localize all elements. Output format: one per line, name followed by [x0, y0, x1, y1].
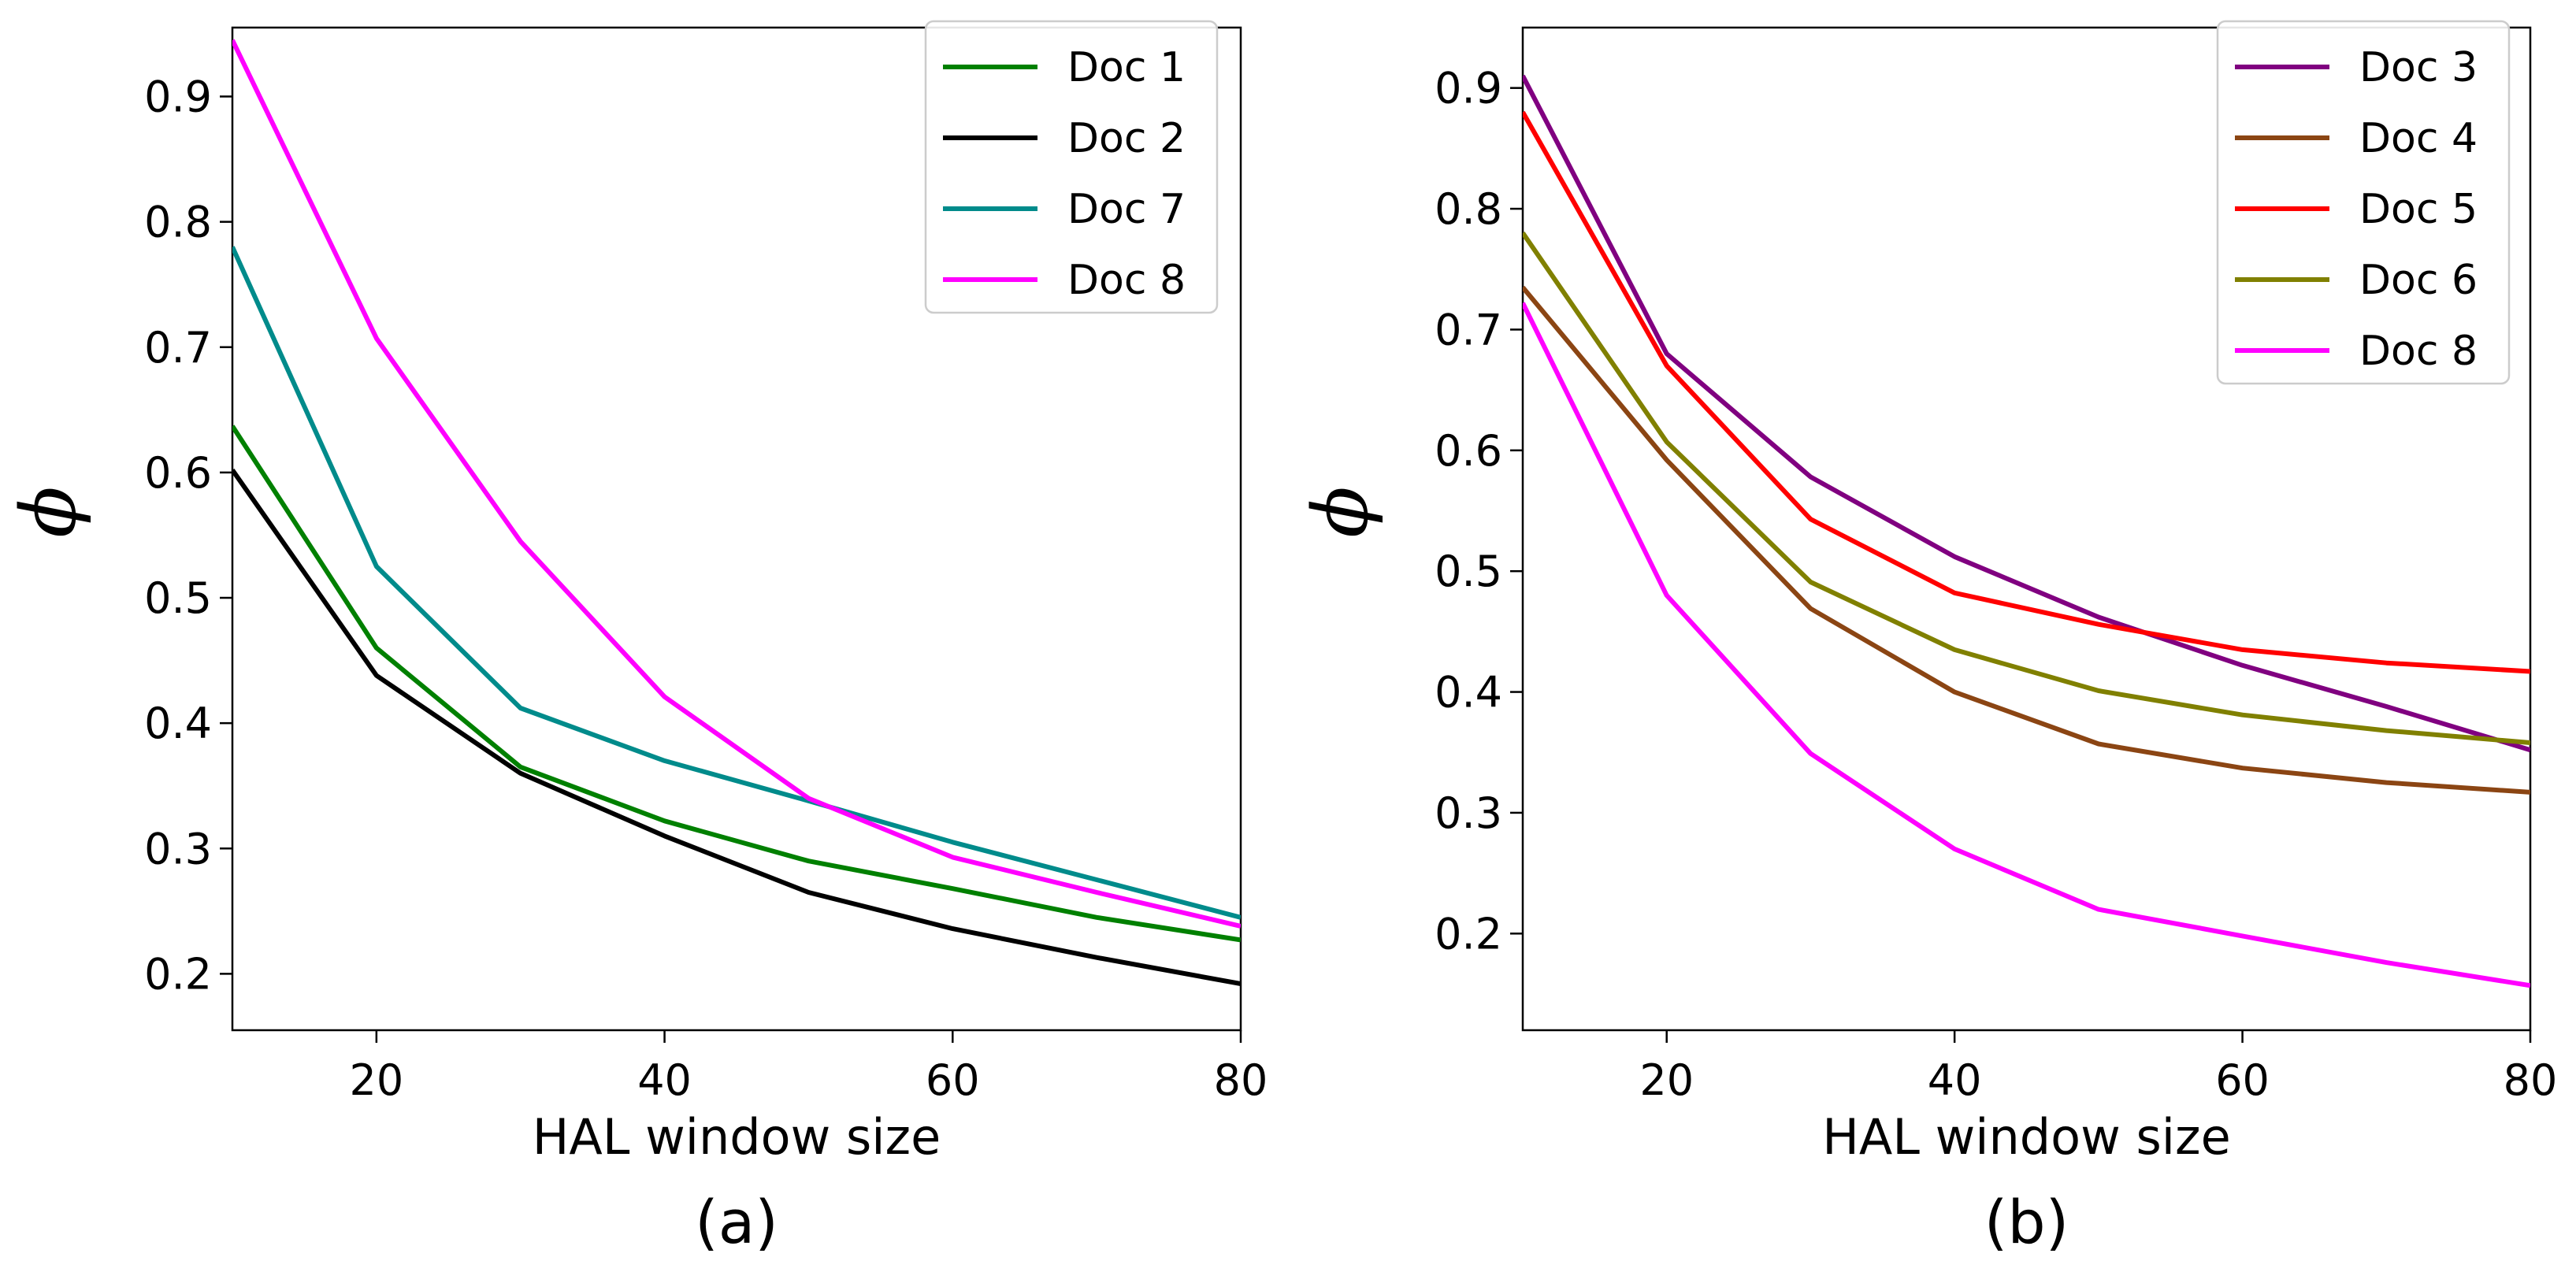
y-tick-label: 0.5 — [144, 573, 212, 623]
y-tick-label: 0.5 — [1435, 547, 1502, 596]
legend: Doc 1 Doc 2 Doc 7 Doc 8 — [924, 20, 1219, 314]
x-tick-label: 60 — [926, 1055, 980, 1105]
legend-label: Doc 7 — [1067, 186, 1186, 233]
y-tick-label: 0.6 — [144, 448, 212, 498]
y-tick-label: 0.2 — [1435, 909, 1502, 959]
y-axis-title: ϕ — [1297, 486, 1385, 537]
panel-caption: (a) — [695, 1187, 778, 1257]
series-line-doc-8 — [1523, 302, 2530, 988]
legend-label: Doc 2 — [1067, 115, 1186, 162]
y-axis-title: ϕ — [5, 486, 93, 537]
y-tick-label: 0.9 — [1435, 64, 1502, 113]
legend-label: Doc 4 — [2359, 115, 2478, 162]
series-line-doc-8 — [232, 39, 1241, 929]
x-tick-label: 80 — [2504, 1055, 2558, 1105]
legend-label: Doc 5 — [2359, 186, 2478, 233]
x-tick-label: 60 — [2215, 1055, 2270, 1105]
y-tick-label: 0.4 — [1435, 668, 1502, 718]
panel-b: 0.2 0.3 0.4 0.5 0.6 0.7 0.8 0.9 20 40 60 80 HAL wind… — [1297, 20, 2558, 1257]
plot-frame — [1521, 26, 2532, 1032]
legend-label: Doc 8 — [2359, 328, 2478, 375]
x-tick-label: 20 — [1639, 1055, 1694, 1105]
y-tick-label: 0.7 — [144, 323, 212, 373]
y-tick-label: 0.4 — [144, 699, 212, 748]
legend-label: Doc 8 — [1067, 257, 1186, 304]
plot-frame — [231, 26, 1242, 1032]
x-tick-label: 20 — [349, 1055, 403, 1105]
series-line-doc-3 — [1523, 74, 2530, 753]
series-line-doc-7 — [232, 246, 1241, 920]
y-tick-label: 0.3 — [1435, 788, 1502, 838]
y-tick-label: 0.8 — [144, 198, 212, 247]
y-tick-label: 0.8 — [1435, 184, 1502, 234]
legend: Doc 3 Doc 4 Doc 5 Doc 6 Doc 8 — [2216, 20, 2511, 385]
legend-label: Doc 6 — [2359, 257, 2478, 304]
series-line-doc-2 — [232, 468, 1241, 987]
series-line-doc-6 — [1523, 231, 2530, 745]
series-line-doc-1 — [232, 425, 1241, 943]
y-tick-label: 0.3 — [144, 824, 212, 873]
x-axis-title: HAL window size — [533, 1108, 941, 1166]
x-axis-title: HAL window size — [1822, 1108, 2230, 1166]
y-tick-label: 0.2 — [144, 949, 212, 999]
series-line-doc-5 — [1523, 110, 2530, 674]
legend-box — [2216, 20, 2511, 385]
legend-box — [924, 20, 1219, 314]
panel-a: 0.2 0.3 0.4 0.5 0.6 0.7 0.8 0.9 20 40 60 80 HAL wind… — [5, 20, 1268, 1257]
x-tick-label: 40 — [1928, 1055, 1982, 1105]
x-tick-label: 80 — [1214, 1055, 1268, 1105]
legend-label: Doc 3 — [2359, 44, 2478, 91]
y-tick-label: 0.6 — [1435, 426, 1502, 476]
series-line-doc-4 — [1523, 285, 2530, 795]
y-tick-label: 0.9 — [144, 72, 212, 122]
y-tick-label: 0.7 — [1435, 305, 1502, 354]
legend-label: Doc 1 — [1067, 44, 1186, 91]
x-tick-label: 40 — [637, 1055, 692, 1105]
panel-caption: (b) — [1984, 1187, 2069, 1257]
